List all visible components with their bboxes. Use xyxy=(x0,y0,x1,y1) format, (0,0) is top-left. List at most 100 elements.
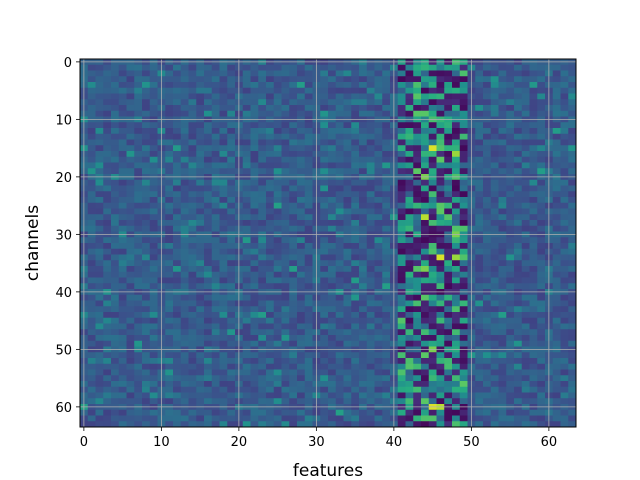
heatmap-cell xyxy=(436,87,445,94)
heatmap-cell xyxy=(366,317,375,324)
heatmap-cell xyxy=(537,197,546,204)
heatmap-cell xyxy=(266,110,275,117)
heatmap-cell xyxy=(87,340,96,347)
heatmap-cell xyxy=(421,162,430,169)
heatmap-cell xyxy=(343,105,352,112)
heatmap-cell xyxy=(273,99,282,106)
heatmap-cell xyxy=(506,369,515,376)
heatmap-cell xyxy=(374,358,383,365)
heatmap-cell xyxy=(436,352,445,359)
heatmap-cell xyxy=(444,329,453,336)
heatmap-cell xyxy=(459,312,468,319)
heatmap-cell xyxy=(180,369,189,376)
heatmap-cell xyxy=(242,386,251,393)
heatmap-cell xyxy=(281,335,290,342)
heatmap-cell xyxy=(490,271,499,278)
heatmap-cell xyxy=(475,133,484,140)
heatmap-cell xyxy=(134,415,143,422)
heatmap-cell xyxy=(149,168,158,175)
heatmap-cell xyxy=(87,266,96,273)
heatmap-cell xyxy=(242,139,251,146)
heatmap-cell xyxy=(258,197,267,204)
heatmap-cell xyxy=(421,254,430,261)
heatmap-cell xyxy=(560,76,569,83)
heatmap-cell xyxy=(335,122,344,129)
heatmap-cell xyxy=(281,283,290,290)
heatmap-cell xyxy=(281,76,290,83)
heatmap-cell xyxy=(204,110,213,117)
heatmap-cell xyxy=(359,202,368,209)
heatmap-cell xyxy=(537,220,546,227)
heatmap-cell xyxy=(374,277,383,284)
heatmap-cell xyxy=(560,369,569,376)
heatmap-cell xyxy=(498,352,507,359)
heatmap-cell xyxy=(405,139,414,146)
heatmap-cell xyxy=(87,197,96,204)
heatmap-cell xyxy=(428,271,437,278)
heatmap-cell xyxy=(514,363,523,370)
heatmap-cell xyxy=(258,133,267,140)
heatmap-cell xyxy=(382,225,391,232)
heatmap-cell xyxy=(266,128,275,135)
heatmap-cell xyxy=(374,306,383,313)
heatmap-cell xyxy=(475,358,484,365)
heatmap-cell xyxy=(529,329,538,336)
heatmap-cell xyxy=(320,139,329,146)
heatmap-cell xyxy=(552,139,561,146)
heatmap-cell xyxy=(126,82,135,89)
heatmap-cell xyxy=(180,329,189,336)
heatmap-cell xyxy=(529,415,538,422)
heatmap-cell xyxy=(188,386,197,393)
heatmap-cell xyxy=(165,266,174,273)
heatmap-cell xyxy=(475,271,484,278)
heatmap-cell xyxy=(514,197,523,204)
heatmap-cell xyxy=(436,248,445,255)
heatmap-cell xyxy=(560,237,569,244)
heatmap-cell xyxy=(289,202,298,209)
heatmap-cell xyxy=(297,225,306,232)
heatmap-cell xyxy=(111,76,120,83)
heatmap-cell xyxy=(320,421,329,428)
heatmap-cell xyxy=(560,340,569,347)
heatmap-cell xyxy=(180,421,189,428)
heatmap-cell xyxy=(366,105,375,112)
heatmap-cell xyxy=(95,323,104,330)
heatmap-cell xyxy=(568,386,577,393)
heatmap-cell xyxy=(343,208,352,215)
heatmap-cell xyxy=(211,323,220,330)
heatmap-cell xyxy=(320,392,329,399)
heatmap-cell xyxy=(211,122,220,129)
heatmap-cell xyxy=(273,243,282,250)
heatmap-cell xyxy=(204,369,213,376)
heatmap-cell xyxy=(204,156,213,163)
heatmap-cell xyxy=(475,82,484,89)
heatmap-cell xyxy=(103,87,112,94)
heatmap-cell xyxy=(258,128,267,135)
heatmap-cell xyxy=(250,421,259,428)
heatmap-cell xyxy=(103,415,112,422)
heatmap-cell xyxy=(320,369,329,376)
heatmap-cell xyxy=(219,243,228,250)
heatmap-cell xyxy=(219,191,228,198)
heatmap-cell xyxy=(374,185,383,192)
heatmap-cell xyxy=(227,306,236,313)
heatmap-cell xyxy=(413,64,422,71)
heatmap-cell xyxy=(149,105,158,112)
heatmap-cell xyxy=(328,306,337,313)
heatmap-cell xyxy=(490,386,499,393)
heatmap-cell xyxy=(335,312,344,319)
heatmap-cell xyxy=(289,110,298,117)
heatmap-cell xyxy=(428,133,437,140)
heatmap-cell xyxy=(258,93,267,100)
heatmap-cell xyxy=(180,110,189,117)
heatmap-cell xyxy=(180,375,189,382)
heatmap-cell xyxy=(359,329,368,336)
heatmap-cell xyxy=(111,335,120,342)
heatmap-cell xyxy=(111,168,120,175)
heatmap-cell xyxy=(126,369,135,376)
heatmap-cell xyxy=(413,197,422,204)
heatmap-cell xyxy=(204,381,213,388)
heatmap-cell xyxy=(560,128,569,135)
heatmap-cell xyxy=(320,76,329,83)
heatmap-cell xyxy=(405,392,414,399)
